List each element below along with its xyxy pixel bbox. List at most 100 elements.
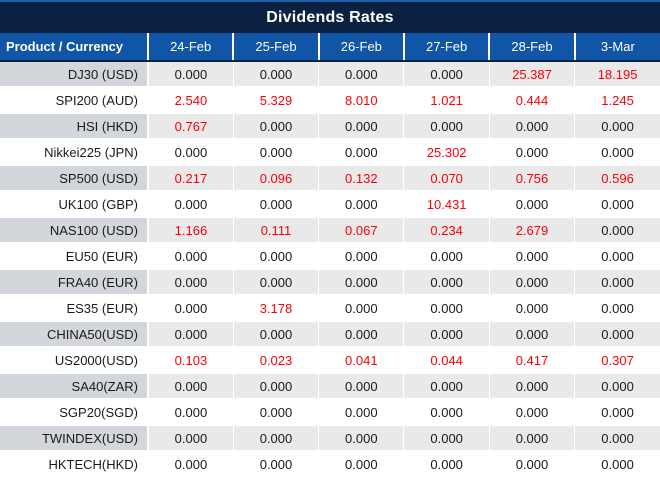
table-row: EU50 (EUR) 0.000 0.000 0.000 0.000 0.000 0.000 bbox=[0, 243, 660, 270]
value-cell: 0.000 bbox=[574, 425, 660, 452]
value-cell: 0.000 bbox=[232, 243, 319, 270]
value-cell: 0.217 bbox=[147, 165, 234, 192]
table-row: UK100 (GBP) 0.000 0.000 0.000 10.431 0.000 0.0… bbox=[0, 191, 660, 218]
product-cell: TWINDEX(USD) bbox=[0, 425, 149, 452]
value-cell: 0.307 bbox=[574, 347, 660, 374]
product-cell: HSI (HKD) bbox=[0, 113, 149, 140]
value-cell: 0.000 bbox=[318, 399, 404, 426]
table-header-row: Product / Currency 24-Feb 25-Feb 26-Feb 27-F… bbox=[0, 33, 660, 62]
value-cell: 0.000 bbox=[318, 113, 404, 140]
value-cell: 0.234 bbox=[403, 217, 490, 244]
value-cell: 0.000 bbox=[403, 243, 490, 270]
value-cell: 0.000 bbox=[488, 373, 575, 400]
value-cell: 0.000 bbox=[147, 399, 234, 426]
value-cell: 0.000 bbox=[232, 425, 319, 452]
product-cell: CHINA50(USD) bbox=[0, 321, 149, 348]
table-row: Nikkei225 (JPN) 0.000 0.000 0.000 25.302 0.00… bbox=[0, 139, 660, 166]
value-cell: 0.000 bbox=[403, 425, 490, 452]
value-cell: 0.000 bbox=[318, 61, 404, 88]
value-cell: 0.096 bbox=[232, 165, 319, 192]
product-cell: ES35 (EUR) bbox=[0, 295, 149, 322]
value-cell: 0.000 bbox=[318, 269, 404, 296]
value-cell: 0.000 bbox=[318, 425, 404, 452]
value-cell: 0.000 bbox=[574, 295, 660, 322]
value-cell: 0.000 bbox=[488, 113, 575, 140]
table-row: HSI (HKD) 0.767 0.000 0.000 0.000 0.000 0.000 bbox=[0, 113, 660, 140]
value-cell: 0.000 bbox=[232, 321, 319, 348]
product-cell: Nikkei225 (JPN) bbox=[0, 139, 149, 166]
value-cell: 0.000 bbox=[318, 321, 404, 348]
value-cell: 0.000 bbox=[488, 399, 575, 426]
value-cell: 0.000 bbox=[488, 243, 575, 270]
product-cell: US2000(USD) bbox=[0, 347, 149, 374]
value-cell: 0.000 bbox=[574, 113, 660, 140]
table-row: SP500 (USD) 0.217 0.096 0.132 0.070 0.756 0.59… bbox=[0, 165, 660, 192]
value-cell: 2.540 bbox=[147, 87, 234, 114]
col-header-product-currency: Product / Currency bbox=[0, 33, 148, 62]
value-cell: 0.044 bbox=[403, 347, 490, 374]
table-row: SA40(ZAR) 0.000 0.000 0.000 0.000 0.000 0.000 bbox=[0, 373, 660, 400]
value-cell: 1.245 bbox=[574, 87, 660, 114]
value-cell: 0.000 bbox=[574, 139, 660, 166]
col-header-date: 27-Feb bbox=[402, 33, 490, 62]
product-cell: UK100 (GBP) bbox=[0, 191, 149, 218]
value-cell: 1.166 bbox=[147, 217, 234, 244]
value-cell: 0.000 bbox=[488, 191, 575, 218]
value-cell: 0.070 bbox=[403, 165, 490, 192]
value-cell: 0.000 bbox=[574, 243, 660, 270]
value-cell: 0.111 bbox=[232, 217, 319, 244]
table-row: SGP20(SGD) 0.000 0.000 0.000 0.000 0.000 0.000 bbox=[0, 399, 660, 426]
product-cell: DJ30 (USD) bbox=[0, 61, 149, 88]
value-cell: 0.000 bbox=[318, 295, 404, 322]
value-cell: 0.000 bbox=[488, 269, 575, 296]
value-cell: 0.000 bbox=[574, 217, 660, 244]
value-cell: 0.000 bbox=[574, 373, 660, 400]
table-row: HKTECH(HKD) 0.000 0.000 0.000 0.000 0.000 0.00… bbox=[0, 451, 660, 478]
value-cell: 0.000 bbox=[488, 451, 575, 478]
value-cell: 0.023 bbox=[232, 347, 319, 374]
value-cell: 0.041 bbox=[318, 347, 404, 374]
value-cell: 0.000 bbox=[147, 191, 234, 218]
value-cell: 2.679 bbox=[488, 217, 575, 244]
table-row: CHINA50(USD) 0.000 0.000 0.000 0.000 0.000 0.0… bbox=[0, 321, 660, 348]
table-row: DJ30 (USD) 0.000 0.000 0.000 0.000 25.387 18.1… bbox=[0, 61, 660, 88]
value-cell: 0.767 bbox=[147, 113, 234, 140]
product-cell: SP500 (USD) bbox=[0, 165, 149, 192]
product-cell: SGP20(SGD) bbox=[0, 399, 149, 426]
table-row: TWINDEX(USD) 0.000 0.000 0.000 0.000 0.000 0.0… bbox=[0, 425, 660, 452]
value-cell: 0.000 bbox=[574, 451, 660, 478]
value-cell: 25.302 bbox=[403, 139, 490, 166]
value-cell: 0.417 bbox=[488, 347, 575, 374]
table-row: FRA40 (EUR) 0.000 0.000 0.000 0.000 0.000 0.00… bbox=[0, 269, 660, 296]
value-cell: 5.329 bbox=[232, 87, 319, 114]
value-cell: 0.000 bbox=[318, 243, 404, 270]
value-cell: 0.756 bbox=[488, 165, 575, 192]
value-cell: 0.000 bbox=[147, 451, 234, 478]
col-header-date: 25-Feb bbox=[232, 33, 319, 62]
value-cell: 0.067 bbox=[318, 217, 404, 244]
value-cell: 0.596 bbox=[574, 165, 660, 192]
value-cell: 0.000 bbox=[147, 61, 234, 88]
value-cell: 0.000 bbox=[232, 113, 319, 140]
value-cell: 0.000 bbox=[147, 243, 234, 270]
value-cell: 0.000 bbox=[147, 139, 234, 166]
value-cell: 0.000 bbox=[488, 425, 575, 452]
value-cell: 0.000 bbox=[488, 295, 575, 322]
value-cell: 0.000 bbox=[147, 425, 234, 452]
value-cell: 0.000 bbox=[147, 321, 234, 348]
value-cell: 0.000 bbox=[318, 373, 404, 400]
product-cell: SPI200 (AUD) bbox=[0, 87, 149, 114]
value-cell: 0.000 bbox=[232, 191, 319, 218]
value-cell: 0.000 bbox=[232, 451, 319, 478]
table-body: DJ30 (USD) 0.000 0.000 0.000 0.000 25.387 18.1… bbox=[0, 61, 660, 478]
col-header-date: 3-Mar bbox=[573, 33, 660, 62]
value-cell: 0.000 bbox=[318, 451, 404, 478]
value-cell: 0.000 bbox=[488, 321, 575, 348]
dividends-table: Product / Currency 24-Feb 25-Feb 26-Feb 27-F… bbox=[0, 33, 660, 478]
value-cell: 0.103 bbox=[147, 347, 234, 374]
value-cell: 0.132 bbox=[318, 165, 404, 192]
value-cell: 0.000 bbox=[574, 399, 660, 426]
value-cell: 8.010 bbox=[318, 87, 404, 114]
value-cell: 0.000 bbox=[232, 139, 319, 166]
